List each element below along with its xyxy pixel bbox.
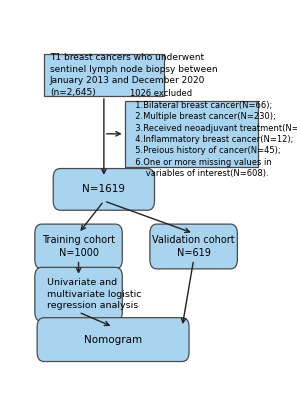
Text: T1 breast cancers who underwent
sentinel lymph node biopsy between
January 2013 : T1 breast cancers who underwent sentinel… <box>50 53 217 97</box>
Text: Univariate and
multivariate logistic
regression analysis: Univariate and multivariate logistic reg… <box>48 278 142 310</box>
Text: 1026 excluded
  1.Bilateral breast cancer(N=66);
  2.Multiple breast cancer(N=23: 1026 excluded 1.Bilateral breast cancer(… <box>130 89 297 178</box>
FancyBboxPatch shape <box>35 267 122 321</box>
Text: Validation cohort
N=619: Validation cohort N=619 <box>152 235 235 258</box>
FancyBboxPatch shape <box>125 101 258 167</box>
Text: Nomogram: Nomogram <box>84 334 142 344</box>
Text: N=1619: N=1619 <box>82 184 125 194</box>
FancyBboxPatch shape <box>44 54 164 96</box>
FancyBboxPatch shape <box>53 168 154 210</box>
FancyBboxPatch shape <box>35 224 122 269</box>
FancyBboxPatch shape <box>37 318 189 362</box>
Text: Training cohort
N=1000: Training cohort N=1000 <box>42 235 115 258</box>
FancyBboxPatch shape <box>150 224 237 269</box>
